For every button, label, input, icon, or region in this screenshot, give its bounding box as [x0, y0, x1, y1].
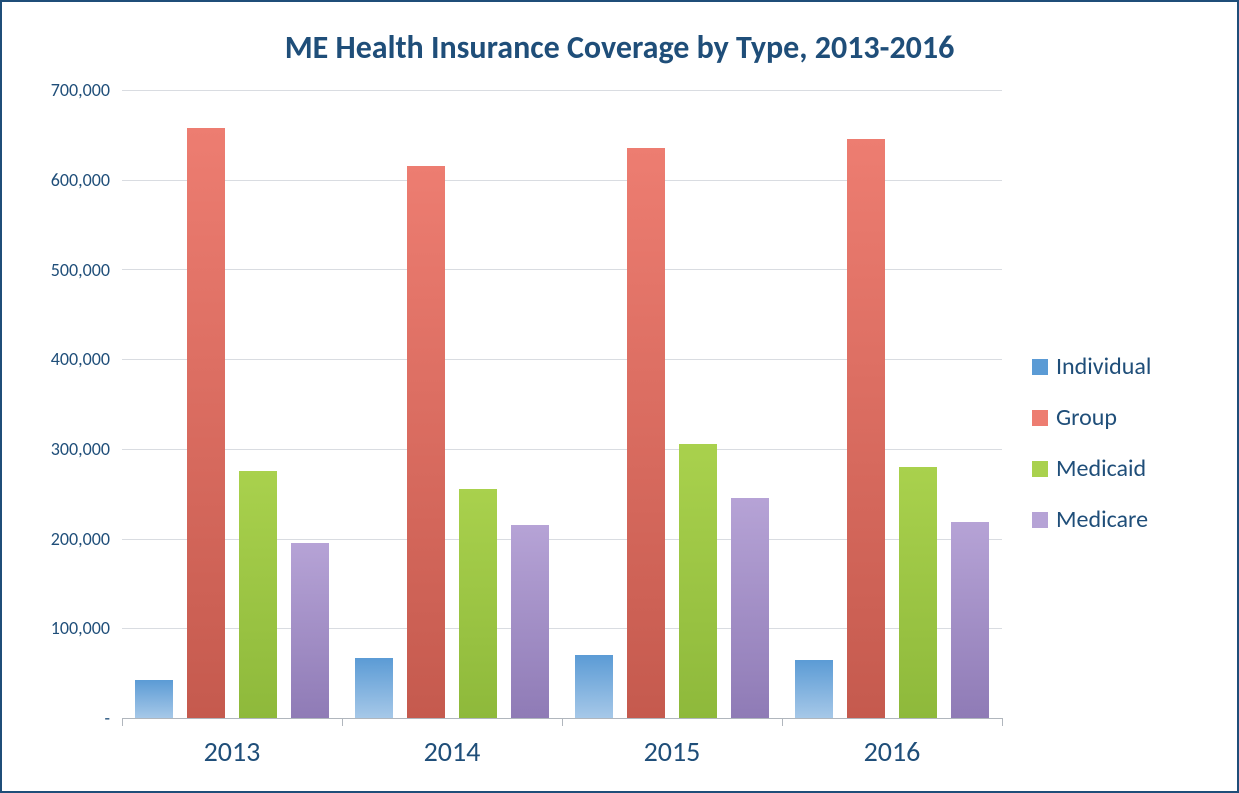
- y-tick-label: 400,000: [10, 348, 110, 370]
- legend-item-medicare: Medicare: [1032, 505, 1222, 534]
- legend-item-medicaid: Medicaid: [1032, 454, 1222, 483]
- x-tick-mark: [562, 718, 563, 726]
- legend-swatch: [1032, 359, 1048, 375]
- x-tick-label: 2016: [782, 734, 1002, 769]
- legend-label: Medicaid: [1056, 454, 1146, 483]
- legend-label: Group: [1056, 403, 1117, 432]
- legend-swatch: [1032, 461, 1048, 477]
- x-tick-mark: [342, 718, 343, 726]
- gridline: [122, 90, 1002, 91]
- bar-individual-2015: [575, 655, 613, 718]
- legend: Individual Group Medicaid Medicare: [1032, 352, 1222, 556]
- bar-medicare-2015: [731, 498, 769, 718]
- bar-group-2014: [407, 166, 445, 718]
- y-tick-label: 300,000: [10, 438, 110, 460]
- bar-medicaid-2016: [899, 467, 937, 718]
- chart-frame: ME Health Insurance Coverage by Type, 20…: [0, 0, 1239, 793]
- bar-group-2015: [627, 148, 665, 718]
- x-tick-mark: [782, 718, 783, 726]
- legend-label: Medicare: [1056, 505, 1148, 534]
- legend-item-individual: Individual: [1032, 352, 1222, 381]
- bar-medicare-2016: [951, 522, 989, 718]
- bar-individual-2016: [795, 660, 833, 718]
- bar-medicaid-2014: [459, 489, 497, 718]
- y-tick-label: 500,000: [10, 259, 110, 281]
- bar-medicaid-2013: [239, 471, 277, 718]
- bar-group-2013: [187, 128, 225, 718]
- legend-label: Individual: [1056, 352, 1151, 381]
- x-tick-label: 2015: [562, 734, 782, 769]
- x-tick-mark: [1002, 718, 1003, 726]
- bar-group-2016: [847, 139, 885, 718]
- chart-title: ME Health Insurance Coverage by Type, 20…: [2, 28, 1237, 67]
- y-tick-label: 200,000: [10, 528, 110, 550]
- bar-individual-2014: [355, 658, 393, 718]
- plot-area: -100,000200,000300,000400,000500,000600,…: [122, 90, 1002, 718]
- y-tick-label: 100,000: [10, 617, 110, 639]
- legend-swatch: [1032, 512, 1048, 528]
- x-tick-label: 2013: [122, 734, 342, 769]
- legend-item-group: Group: [1032, 403, 1222, 432]
- bar-medicare-2014: [511, 525, 549, 718]
- bar-medicaid-2015: [679, 444, 717, 718]
- bar-medicare-2013: [291, 543, 329, 718]
- x-tick-label: 2014: [342, 734, 562, 769]
- y-tick-label: 600,000: [10, 169, 110, 191]
- bar-individual-2013: [135, 680, 173, 718]
- y-tick-label: -: [10, 707, 110, 729]
- x-tick-mark: [122, 718, 123, 726]
- y-tick-label: 700,000: [10, 79, 110, 101]
- legend-swatch: [1032, 410, 1048, 426]
